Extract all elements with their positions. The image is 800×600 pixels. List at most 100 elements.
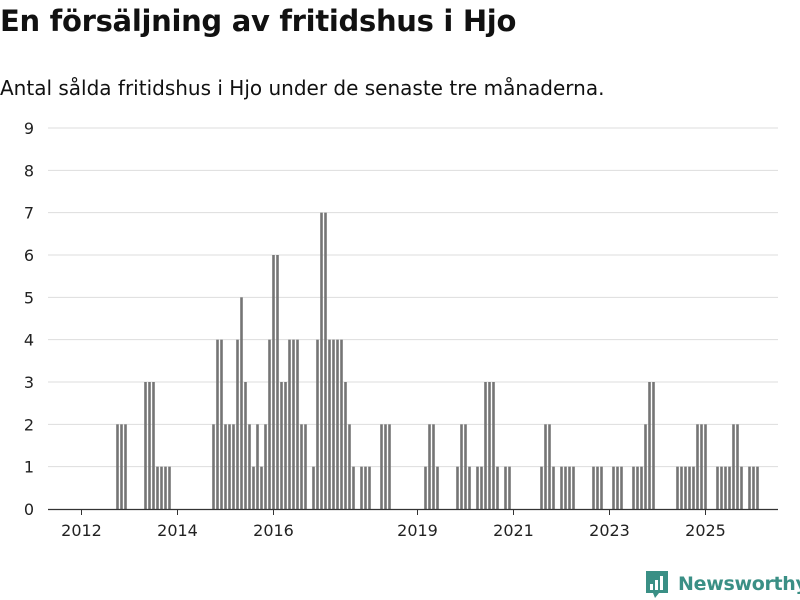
bar	[436, 466, 439, 509]
bar	[600, 466, 603, 509]
bar	[692, 466, 695, 509]
bar	[568, 466, 571, 509]
bar	[320, 212, 323, 509]
bar	[332, 339, 335, 509]
bar	[456, 466, 459, 509]
x-tick-label: 2025	[685, 521, 726, 540]
bar	[644, 424, 647, 509]
bar	[156, 466, 159, 509]
newsworthy-brand[interactable]: Newsworthy	[644, 568, 800, 600]
y-tick-label: 0	[24, 500, 34, 519]
bar	[260, 466, 263, 509]
y-tick-label: 2	[24, 415, 34, 434]
bar	[696, 424, 699, 509]
bar	[328, 339, 331, 509]
bar	[384, 424, 387, 509]
brand-name: Newsworthy	[678, 573, 800, 595]
bar	[212, 424, 215, 509]
chart-title: En försäljning av fritidshus i Hjo	[0, 4, 517, 38]
bar	[388, 424, 391, 509]
bar	[720, 466, 723, 509]
bar	[504, 466, 507, 509]
bar	[728, 466, 731, 509]
bar	[756, 466, 759, 509]
bar	[144, 382, 147, 509]
bar	[336, 339, 339, 509]
newsworthy-logo-icon	[646, 571, 668, 598]
bar	[716, 466, 719, 509]
y-tick-label: 4	[24, 331, 34, 350]
bar	[564, 466, 567, 509]
x-tick-label: 2019	[397, 521, 438, 540]
y-tick-label: 7	[24, 204, 34, 223]
y-tick-label: 8	[24, 161, 34, 180]
bar	[732, 424, 735, 509]
bar	[560, 466, 563, 509]
bar	[688, 466, 691, 509]
bar	[748, 466, 751, 509]
bar	[684, 466, 687, 509]
bar	[284, 382, 287, 509]
bar	[252, 466, 255, 509]
bar	[348, 424, 351, 509]
bar	[244, 382, 247, 509]
bar	[364, 466, 367, 509]
bar	[256, 424, 259, 509]
y-tick-label: 6	[24, 246, 34, 265]
x-tick-label: 2014	[157, 521, 198, 540]
bar	[296, 339, 299, 509]
bar	[484, 382, 487, 509]
bar	[312, 466, 315, 509]
bar	[620, 466, 623, 509]
bar	[224, 424, 227, 509]
bar	[704, 424, 707, 509]
bar	[164, 466, 167, 509]
bar	[280, 382, 283, 509]
bar	[640, 466, 643, 509]
x-tick-label: 2012	[61, 521, 102, 540]
bar	[572, 466, 575, 509]
bar	[700, 424, 703, 509]
bar	[236, 339, 239, 509]
bar	[264, 424, 267, 509]
bar	[116, 424, 119, 509]
bar	[344, 382, 347, 509]
bar	[360, 466, 363, 509]
bar	[480, 466, 483, 509]
bar	[596, 466, 599, 509]
bar	[316, 339, 319, 509]
x-tick-label: 2021	[493, 521, 534, 540]
bar	[124, 424, 127, 509]
bar	[232, 424, 235, 509]
bar	[552, 466, 555, 509]
bar	[676, 466, 679, 509]
bar	[220, 339, 223, 509]
bar	[632, 466, 635, 509]
bar	[152, 382, 155, 509]
bar	[612, 466, 615, 509]
y-tick-label: 3	[24, 373, 34, 392]
bar	[352, 466, 355, 509]
bar	[428, 424, 431, 509]
bar	[168, 466, 171, 509]
bar	[148, 382, 151, 509]
bar	[492, 382, 495, 509]
bar	[752, 466, 755, 509]
x-tick-label: 2023	[589, 521, 630, 540]
bar	[636, 466, 639, 509]
bar	[680, 466, 683, 509]
bar	[740, 466, 743, 509]
y-tick-label: 1	[24, 458, 34, 477]
bar	[292, 339, 295, 509]
bar	[652, 382, 655, 509]
bar	[468, 466, 471, 509]
bar	[540, 466, 543, 509]
bar	[160, 466, 163, 509]
bar	[268, 339, 271, 509]
bar	[548, 424, 551, 509]
bar	[616, 466, 619, 509]
chart-subtitle: Antal sålda fritidshus i Hjo under de se…	[0, 76, 605, 100]
bar	[464, 424, 467, 509]
bar	[648, 382, 651, 509]
